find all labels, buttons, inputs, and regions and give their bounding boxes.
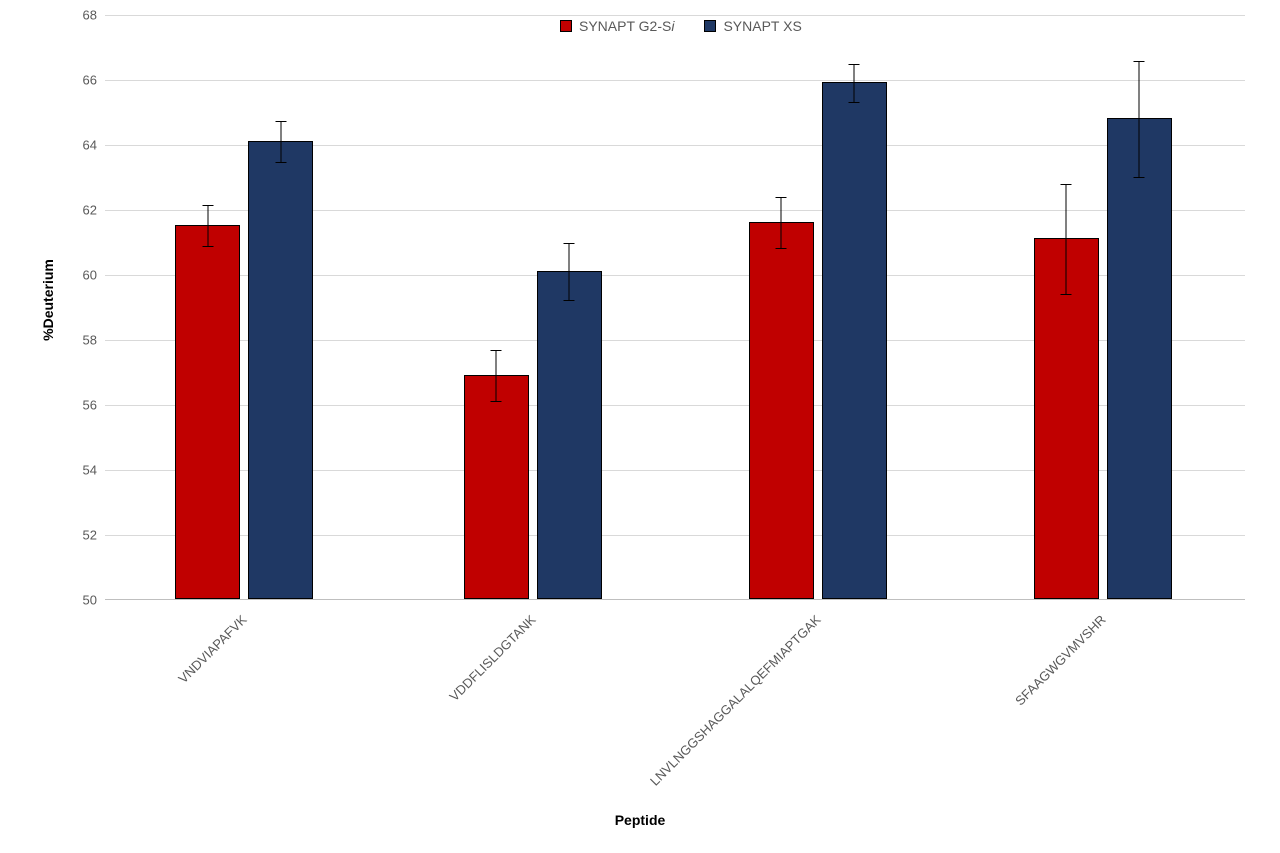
y-tick-label: 52 [57,528,97,543]
x-axis-title: Peptide [615,812,666,828]
legend-swatch [560,20,572,32]
legend: SYNAPT G2-Si SYNAPT XS [560,18,802,34]
bar [175,225,240,599]
y-tick-label: 54 [57,463,97,478]
bar [248,141,313,599]
bar [464,375,529,599]
y-tick-label: 56 [57,398,97,413]
bar [749,222,814,599]
y-tick-label: 60 [57,268,97,283]
x-tick-label: LNVLNGGSHAGGALALQEFMIAPTGAK [813,612,824,623]
y-tick-label: 50 [57,593,97,608]
y-tick-label: 64 [57,138,97,153]
gridline [105,80,1245,81]
bar [1107,118,1172,599]
x-tick-label: VDDFLISLDGTANK [528,612,539,623]
legend-swatch [704,20,716,32]
y-tick-label: 66 [57,73,97,88]
plot-area [105,15,1245,600]
legend-label: SYNAPT XS [723,18,801,34]
legend-item: SYNAPT XS [704,18,801,34]
x-tick-label: VNDVIAPAFVK [239,612,250,623]
y-axis-title: %Deuterium [40,259,56,341]
x-tick-label: SFAAGWGVMVSHR [1098,612,1109,623]
bar [537,271,602,599]
y-tick-label: 58 [57,333,97,348]
legend-item: SYNAPT G2-Si [560,18,674,34]
bar [822,82,887,599]
y-tick-label: 68 [57,8,97,23]
y-tick-label: 62 [57,203,97,218]
deuterium-bar-chart: SYNAPT G2-Si SYNAPT XS %Deuterium Peptide… [0,0,1280,853]
gridline [105,15,1245,16]
legend-label: SYNAPT G2-Si [579,18,674,34]
